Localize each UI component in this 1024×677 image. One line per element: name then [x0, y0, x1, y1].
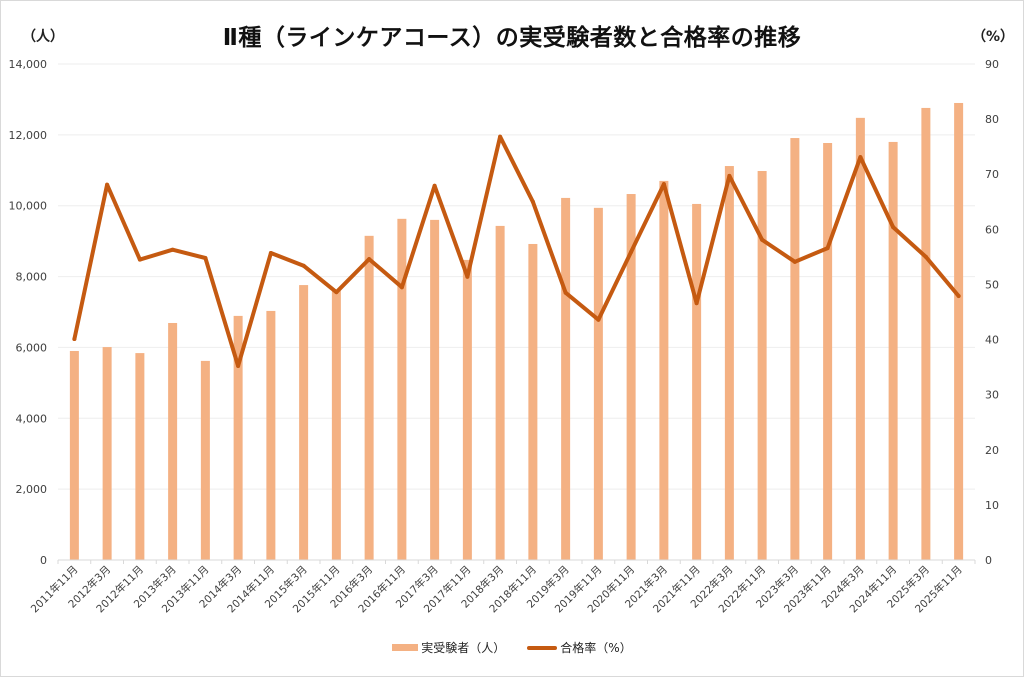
line-point	[694, 301, 699, 306]
left-tick-label: 14,000	[9, 58, 48, 71]
line-point	[105, 182, 110, 187]
line-point	[399, 285, 404, 290]
line-point	[432, 183, 437, 188]
line-series	[72, 134, 961, 369]
legend-swatch-bar	[392, 644, 419, 651]
bar	[659, 180, 669, 560]
bar	[921, 107, 931, 560]
bar	[233, 315, 243, 560]
legend-label-examinees: 実受験者（人）	[421, 641, 506, 655]
bar	[823, 143, 833, 560]
line-point	[825, 246, 830, 251]
bar-series	[69, 102, 964, 561]
line-point	[268, 251, 273, 256]
bar	[528, 243, 538, 560]
bar	[757, 170, 767, 560]
bar	[135, 353, 145, 560]
bar	[299, 285, 309, 560]
line-point	[203, 255, 208, 260]
line-point	[498, 134, 503, 139]
right-axis-unit: （%）	[972, 29, 1015, 45]
line-point	[629, 249, 634, 254]
right-tick-label: 70	[985, 168, 999, 181]
bar	[200, 360, 210, 560]
line-point	[334, 290, 339, 295]
right-tick-label: 0	[985, 554, 992, 567]
line-point	[72, 337, 77, 342]
line-point	[956, 294, 961, 299]
right-tick-label: 40	[985, 334, 999, 347]
line-point	[858, 155, 863, 160]
bar	[364, 235, 374, 561]
left-axis-unit: （人）	[22, 29, 64, 45]
bar	[495, 225, 505, 560]
left-tick-label: 0	[40, 554, 47, 567]
left-tick-label: 10,000	[9, 200, 48, 213]
x-axis	[57, 559, 976, 564]
bar	[855, 117, 865, 560]
bar	[724, 166, 734, 560]
legend-item-pass-rate[interactable]: 合格率（%）	[527, 639, 632, 656]
right-tick-label: 90	[985, 58, 999, 71]
line-point	[301, 263, 306, 268]
line-point	[367, 257, 372, 262]
right-tick-label: 20	[985, 444, 999, 457]
legend: 実受験者（人） 合格率（%）	[0, 639, 1024, 656]
line-point	[137, 257, 142, 262]
bar	[954, 102, 964, 560]
left-tick-label: 12,000	[9, 129, 48, 142]
bar	[331, 290, 341, 560]
line-point	[727, 173, 732, 178]
legend-swatch-line	[527, 645, 558, 650]
pass-rate-line	[72, 134, 961, 368]
line-point	[760, 237, 765, 242]
bar	[266, 310, 276, 560]
right-tick-label: 30	[985, 389, 999, 402]
bar	[462, 259, 472, 560]
chart-title: Ⅱ種（ラインケアコース）の実受験者数と合格率の推移	[222, 25, 802, 51]
right-tick-label: 80	[985, 113, 999, 126]
line-point	[792, 259, 797, 264]
bar	[692, 203, 702, 560]
bar	[790, 138, 800, 560]
right-tick-label: 10	[985, 499, 999, 512]
bar	[626, 194, 636, 560]
bar	[430, 219, 440, 560]
left-tick-label: 4,000	[16, 412, 48, 425]
left-tick-label: 2,000	[16, 483, 48, 496]
line-point	[170, 247, 175, 252]
line-point	[465, 274, 470, 279]
line-point	[596, 317, 601, 322]
line-point	[923, 254, 928, 259]
left-tick-label: 6,000	[16, 341, 48, 354]
left-tick-label: 8,000	[16, 271, 48, 284]
line-point	[661, 182, 666, 187]
line-point	[236, 364, 241, 369]
bar	[168, 322, 178, 560]
x-axis-labels: 2011年11月2012年3月2012年11月2013年3月2013年11月20…	[28, 563, 965, 615]
line-point	[530, 199, 535, 204]
legend-item-examinees[interactable]: 実受験者（人）	[392, 639, 505, 656]
bar	[397, 218, 407, 560]
right-axis-ticks: 0 10 20 30 40 50 60 70 80 90	[985, 58, 999, 567]
bar	[102, 347, 112, 560]
line-point	[563, 290, 568, 295]
right-tick-label: 50	[985, 278, 999, 291]
bar	[69, 350, 79, 560]
left-axis-ticks: 0 2,000 4,000 6,000 8,000 10,000 12,000 14,000	[9, 58, 48, 567]
gridlines	[58, 63, 975, 490]
line-point	[891, 225, 896, 230]
right-tick-label: 60	[985, 223, 999, 236]
bar	[888, 141, 898, 560]
bar	[561, 197, 571, 561]
bar	[593, 207, 603, 560]
legend-label-pass-rate: 合格率（%）	[560, 641, 632, 655]
